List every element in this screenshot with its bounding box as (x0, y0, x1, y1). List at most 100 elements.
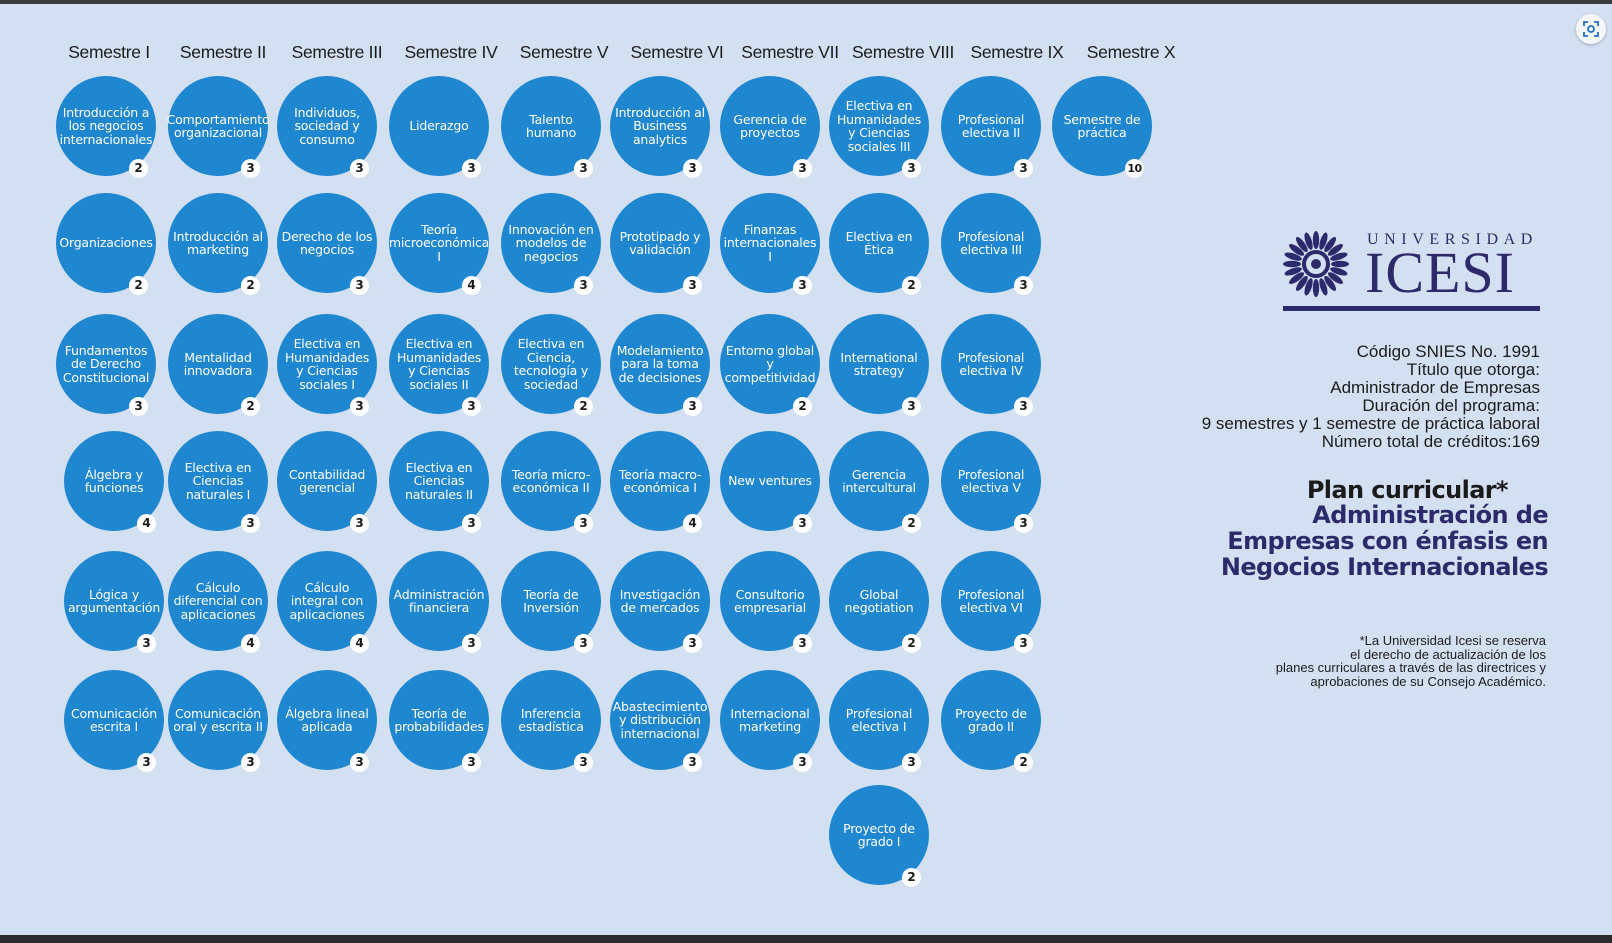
course-circle[interactable]: Profesional electiva VI 3 (941, 551, 1041, 653)
course-name: Teoría micro-económica II (511, 466, 591, 495)
credit-badge: 4 (137, 514, 156, 533)
course-circle[interactable]: International strategy 3 (829, 314, 929, 416)
course-name: Álgebra y funciones (84, 466, 144, 495)
course-name: New ventures (728, 473, 812, 489)
course-circle[interactable]: Contabilidad gerencial 3 (277, 431, 377, 533)
course-circle[interactable]: Cálculo integral con aplicaciones 4 (277, 551, 377, 653)
course-name: Electiva en Ciencias naturales I (184, 459, 252, 502)
scan-icon (1583, 21, 1599, 37)
course-circle[interactable]: Liderazgo 3 (389, 76, 489, 178)
course-circle[interactable]: Finanzas internacionales I 3 (720, 193, 820, 295)
course-circle[interactable]: Investigación de mercados 3 (610, 551, 710, 653)
course-name: Electiva en Ciencias naturales II (405, 459, 473, 502)
course-name: Álgebra lineal aplicada (285, 705, 369, 734)
course-circle[interactable]: Entorno global y competitividad 2 (720, 314, 820, 416)
course-circle[interactable]: New ventures 3 (720, 431, 820, 533)
course-name: Talento humano (525, 111, 577, 140)
credit-badge: 3 (350, 514, 369, 533)
course-circle[interactable]: Profesional electiva I 3 (829, 670, 929, 772)
degree-value: Administrador de Empresas (1330, 378, 1540, 397)
course-circle[interactable]: Abastecimiento y distribución internacio… (610, 670, 710, 772)
scan-button[interactable] (1576, 14, 1606, 44)
course-circle[interactable]: Teoría micro-económica II 3 (501, 431, 601, 533)
course-name: Profesional electiva VI (957, 586, 1025, 615)
semester-header: Semestre IV (404, 42, 498, 62)
course-circle[interactable]: Inferencia estadística 3 (501, 670, 601, 772)
course-circle[interactable]: Electiva en Humanidades y Ciencias socia… (389, 314, 489, 416)
course-circle[interactable]: Teoría macro-económica I 4 (610, 431, 710, 533)
course-circle[interactable]: Modelamiento para la toma de decisiones 3 (610, 314, 710, 416)
credit-badge: 3 (462, 397, 481, 416)
course-circle[interactable]: Internacional marketing 3 (720, 670, 820, 772)
course-circle[interactable]: Proyecto de grado II 2 (941, 670, 1041, 772)
course-circle[interactable]: Electiva en Ciencias naturales II 3 (389, 431, 489, 533)
course-circle[interactable]: Profesional electiva IV 3 (941, 314, 1041, 416)
course-circle[interactable]: Semestre de práctica 10 (1052, 76, 1152, 178)
credit-badge: 2 (241, 276, 260, 295)
course-circle[interactable]: Prototipado y validación 3 (610, 193, 710, 295)
semester-header: Semestre VI (630, 42, 724, 62)
logo-main-text: ICESI (1365, 240, 1515, 305)
duration-value: 9 semestres y 1 semestre de práctica lab… (1201, 414, 1540, 433)
credit-badge: 3 (350, 753, 369, 772)
credit-badge: 3 (137, 634, 156, 653)
course-circle[interactable]: Teoría microeconómica I 4 (389, 193, 489, 295)
course-circle[interactable]: Comportamiento organizacional 3 (167, 76, 270, 178)
course-circle[interactable]: Talento humano 3 (501, 76, 601, 178)
course-circle[interactable]: Administración financiera 3 (389, 551, 489, 653)
logo-top-text: UNIVERSIDAD (1367, 231, 1538, 248)
course-circle[interactable]: Profesional electiva V 3 (941, 431, 1041, 533)
course-circle[interactable]: Mentalidad innovadora 2 (168, 314, 268, 416)
credit-badge: 3 (574, 514, 593, 533)
semester-header: Semestre X (1086, 42, 1176, 62)
course-circle[interactable]: Fundamentos de Derecho Constitucional 3 (56, 314, 156, 416)
course-circle[interactable]: Gerencia intercultural 2 (829, 431, 929, 533)
course-name: Introducción al Business analytics (615, 104, 705, 147)
course-circle[interactable]: Innovación en modelos de negocios 3 (501, 193, 601, 295)
credit-badge: 3 (1014, 159, 1033, 178)
course-circle[interactable]: Electiva en Ciencias naturales I 3 (168, 431, 268, 533)
credit-badge: 3 (350, 276, 369, 295)
course-circle[interactable]: Derecho de los negocios 3 (277, 193, 377, 295)
semester-header: Semestre III (291, 42, 383, 62)
course-name: Inferencia estadística (518, 705, 584, 734)
course-circle[interactable]: Comunicación escrita I 3 (64, 670, 164, 772)
course-circle[interactable]: Proyecto de grado I 2 (829, 785, 929, 887)
course-circle[interactable]: Electiva en Ciencia, tecnología y socied… (501, 314, 601, 416)
credit-badge: 2 (902, 276, 921, 295)
course-circle[interactable]: Álgebra y funciones 4 (64, 431, 164, 533)
course-circle[interactable]: Electiva en Humanidades y Ciencias socia… (829, 76, 929, 178)
course-circle[interactable]: Profesional electiva III 3 (941, 193, 1041, 295)
course-name: Teoría de probabilidades (394, 705, 484, 734)
course-circle[interactable]: Gerencia de proyectos 3 (720, 76, 820, 178)
course-circle[interactable]: Teoría de Inversión 3 (501, 551, 601, 653)
credit-badge: 2 (902, 868, 921, 887)
course-circle[interactable]: Cálculo diferencial con aplicaciones 4 (168, 551, 268, 653)
course-name: Electiva en Ética (845, 228, 913, 257)
course-name: Introducción a los negocios internaciona… (59, 104, 153, 147)
course-circle[interactable]: Comunicación oral y escrita II 3 (168, 670, 268, 772)
course-circle[interactable]: Global negotiation 2 (829, 551, 929, 653)
course-circle[interactable]: Consultorio empresarial 3 (720, 551, 820, 653)
credit-badge: 10 (1125, 159, 1144, 178)
course-name: Organizaciones (59, 235, 153, 251)
course-name: Derecho de los negocios (281, 228, 373, 257)
credit-badge: 3 (129, 397, 148, 416)
university-logo: UNIVERSIDAD ICESI (1281, 227, 1541, 317)
course-circle[interactable]: Teoría de probabilidades 3 (389, 670, 489, 772)
course-circle[interactable]: Introducción al Business analytics 3 (610, 76, 710, 178)
course-circle[interactable]: Introducción al marketing 2 (168, 193, 268, 295)
course-circle[interactable]: Álgebra lineal aplicada 3 (277, 670, 377, 772)
course-circle[interactable]: Introducción a los negocios internaciona… (56, 76, 156, 178)
course-circle[interactable]: Electiva en Ética 2 (829, 193, 929, 295)
course-circle[interactable]: Lógica y argumentación 3 (64, 551, 164, 653)
course-circle[interactable]: Organizaciones 2 (56, 193, 156, 295)
course-name: Proyecto de grado II (955, 705, 1027, 734)
credit-badge: 2 (902, 634, 921, 653)
course-circle[interactable]: Individuos, sociedad y consumo 3 (277, 76, 377, 178)
credit-badge: 3 (683, 753, 702, 772)
credit-badge: 3 (793, 514, 812, 533)
credit-badge: 4 (350, 634, 369, 653)
course-circle[interactable]: Electiva en Humanidades y Ciencias socia… (277, 314, 377, 416)
course-circle[interactable]: Profesional electiva II 3 (941, 76, 1041, 178)
